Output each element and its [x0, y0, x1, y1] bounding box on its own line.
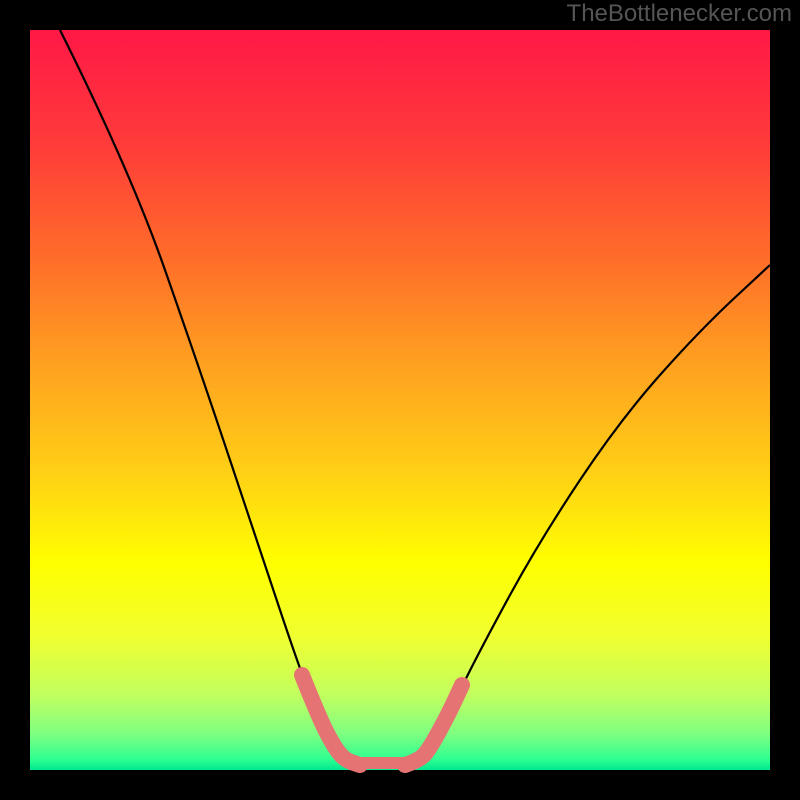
chart-container: TheBottlenecker.com: [0, 0, 800, 800]
watermark-text: TheBottlenecker.com: [567, 0, 792, 28]
bottleneck-chart: [0, 0, 800, 800]
plot-background: [30, 30, 770, 770]
